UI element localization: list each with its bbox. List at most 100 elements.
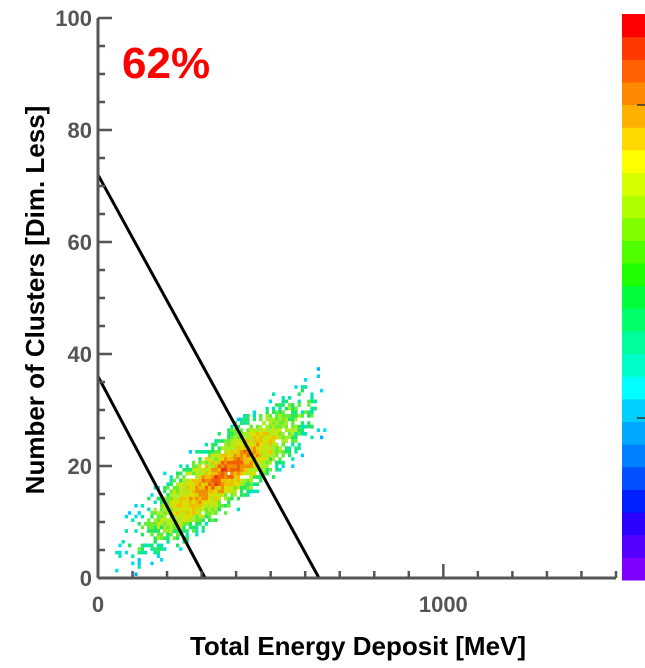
heatmap-cell <box>211 457 215 461</box>
heatmap-cell <box>182 482 186 486</box>
heatmap-cell <box>214 468 218 472</box>
heatmap-cell <box>150 493 154 497</box>
heatmap-cell <box>272 439 276 443</box>
heatmap-cell <box>169 504 173 508</box>
heatmap-cell <box>204 460 208 465</box>
heatmap-cell <box>182 504 186 508</box>
heatmap-cell <box>233 482 237 486</box>
heatmap-cell <box>150 529 154 533</box>
heatmap-cell <box>195 471 199 476</box>
heatmap-cell <box>233 489 237 494</box>
heatmap-cell <box>176 514 180 519</box>
heatmap-cell <box>300 453 304 458</box>
heatmap-cell <box>195 450 199 454</box>
heatmap-cell <box>243 432 247 436</box>
heatmap-cell <box>236 471 240 476</box>
heatmap-cell <box>278 435 282 440</box>
heatmap-cell <box>217 453 221 458</box>
heatmap-cell <box>185 468 189 472</box>
heatmap-cell <box>288 450 292 454</box>
heatmap-cell <box>208 507 212 512</box>
heatmap-cell <box>211 511 215 515</box>
heatmap-cell <box>195 486 199 490</box>
heatmap-cell <box>176 475 180 479</box>
heatmap-cell <box>185 518 189 522</box>
heatmap-cell <box>310 396 314 400</box>
heatmap-cell <box>291 457 295 461</box>
heatmap-cell <box>252 414 256 418</box>
heatmap-cell <box>201 489 205 494</box>
heatmap-cell <box>233 475 237 479</box>
heatmap-cell <box>220 489 224 494</box>
heatmap-cell <box>272 410 276 414</box>
heatmap-cell <box>211 482 215 486</box>
heatmap-cell <box>246 486 250 490</box>
heatmap-cell <box>204 478 208 483</box>
heatmap-cell <box>214 453 218 458</box>
heatmap-cell <box>294 435 298 440</box>
heatmap-cell <box>185 478 189 483</box>
heatmap-cell <box>220 493 224 497</box>
heatmap-cell <box>182 518 186 522</box>
heatmap-cell <box>272 446 276 450</box>
x-axis-title: Total Energy Deposit [MeV] <box>190 631 526 661</box>
heatmap-cell <box>265 435 269 440</box>
heatmap-cell <box>140 532 144 537</box>
heatmap-cell <box>169 522 173 526</box>
heatmap-cell <box>166 529 170 533</box>
heatmap-cell <box>198 482 202 486</box>
heatmap-cell <box>281 460 285 465</box>
heatmap-cell <box>208 486 212 490</box>
heatmap-cell <box>182 511 186 515</box>
heatmap-cell <box>307 421 311 425</box>
heatmap-cell <box>246 417 250 422</box>
heatmap-cell <box>275 435 279 440</box>
heatmap-cell <box>240 493 244 497</box>
heatmap-cell <box>291 410 295 414</box>
heatmap-cell <box>208 482 212 486</box>
heatmap-cell <box>227 468 231 472</box>
heatmap-cell <box>211 489 215 494</box>
heatmap-cell <box>233 432 237 436</box>
heatmap-cell <box>284 421 288 425</box>
heatmap-cell <box>220 453 224 458</box>
heatmap-cell <box>188 496 192 501</box>
heatmap-cell <box>198 478 202 483</box>
heatmap-cell <box>297 428 301 432</box>
heatmap-cell <box>240 482 244 486</box>
heatmap-cell <box>176 518 180 522</box>
heatmap-cell <box>198 522 202 526</box>
heatmap-cell <box>272 453 276 458</box>
heatmap-cell <box>195 529 199 533</box>
heatmap-cell <box>201 518 205 522</box>
heatmap-cell <box>166 500 170 504</box>
heatmap-cell <box>172 504 176 508</box>
heatmap-cell <box>265 468 269 472</box>
heatmap-cell <box>246 450 250 454</box>
heatmap-cell <box>300 410 304 414</box>
heatmap-cell <box>150 522 154 526</box>
heatmap-cell <box>176 543 180 548</box>
heatmap-cell <box>169 496 173 501</box>
heatmap-cell <box>227 432 231 436</box>
heatmap-cell <box>243 453 247 458</box>
heatmap-cell <box>156 529 160 533</box>
heatmap-cell <box>256 453 260 458</box>
colorbar-segment <box>622 534 645 558</box>
heatmap-cell <box>150 547 154 551</box>
heatmap-cell <box>236 468 240 472</box>
colorbar <box>622 14 645 581</box>
heatmap-cell <box>233 450 237 454</box>
heatmap-cell <box>268 457 272 461</box>
cut-line <box>96 174 321 579</box>
heatmap-cell <box>281 442 285 447</box>
heatmap-cell <box>204 511 208 515</box>
heatmap-cell <box>249 460 253 465</box>
heatmap-cell <box>227 435 231 440</box>
heatmap-cell <box>227 464 231 468</box>
heatmap-cell <box>262 460 266 465</box>
heatmap-cell <box>310 410 314 414</box>
heatmap-cell <box>192 486 196 490</box>
heatmap-cell <box>166 496 170 501</box>
heatmap-cell <box>156 514 160 519</box>
